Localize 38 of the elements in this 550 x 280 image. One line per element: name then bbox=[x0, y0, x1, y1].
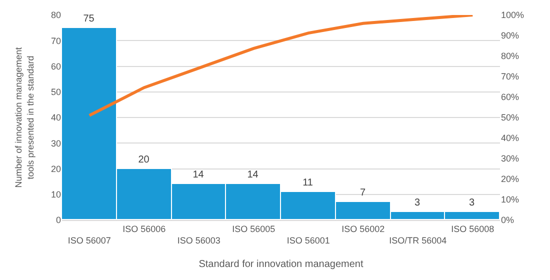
y-tick-label: 60 bbox=[50, 61, 61, 72]
y-tick-label: 70 bbox=[50, 36, 61, 46]
data-label: 14 bbox=[247, 170, 259, 180]
y2-tick-label: 0% bbox=[501, 215, 514, 226]
y-tick-label: 20 bbox=[50, 164, 61, 174]
y2-tick-label: 80% bbox=[501, 51, 520, 62]
y-tick-label: 40 bbox=[50, 112, 61, 123]
y2-tick-label: 50% bbox=[501, 112, 520, 123]
y2-tick-label: 70% bbox=[501, 72, 520, 82]
y2-tick-label: 40% bbox=[501, 133, 520, 144]
data-label: 14 bbox=[192, 170, 204, 180]
y2-tick-label: 100% bbox=[501, 10, 524, 20]
x-tick-label: ISO 56001 bbox=[286, 236, 330, 246]
x-tick-label: ISO 56002 bbox=[342, 224, 385, 234]
y-tick-label: 80 bbox=[50, 10, 61, 20]
y2-tick-label: 20% bbox=[501, 174, 520, 184]
data-label: 11 bbox=[302, 178, 314, 188]
y-tick-label: 50 bbox=[50, 87, 61, 98]
y2-tick-label: 90% bbox=[501, 30, 520, 41]
data-label: 7 bbox=[360, 188, 366, 198]
y-tick-label: 0 bbox=[56, 215, 61, 226]
y2-tick-label: 10% bbox=[501, 194, 520, 205]
x-axis-title: Standard for innovation management bbox=[198, 259, 364, 270]
data-label: 75 bbox=[83, 14, 95, 24]
x-tick-label: ISO 56005 bbox=[232, 224, 276, 234]
data-label: 3 bbox=[414, 198, 420, 208]
y-tick-label: 10 bbox=[50, 190, 61, 200]
y-axis-title: Number of innovation management tools presented in the standard bbox=[14, 46, 36, 188]
x-tick-label: ISO 56008 bbox=[451, 224, 494, 234]
x-tick-label: ISO 56003 bbox=[177, 236, 220, 246]
y2-tick-label: 60% bbox=[501, 92, 520, 102]
data-label: 20 bbox=[138, 154, 150, 166]
y2-tick-label: 30% bbox=[501, 154, 520, 164]
data-label: 3 bbox=[469, 198, 475, 208]
y-tick-label: 30 bbox=[50, 138, 61, 148]
x-tick-label: ISO 56006 bbox=[122, 224, 166, 234]
x-tick-label: ISO/TR 56004 bbox=[389, 236, 447, 246]
x-tick-label: ISO 56007 bbox=[68, 236, 111, 246]
